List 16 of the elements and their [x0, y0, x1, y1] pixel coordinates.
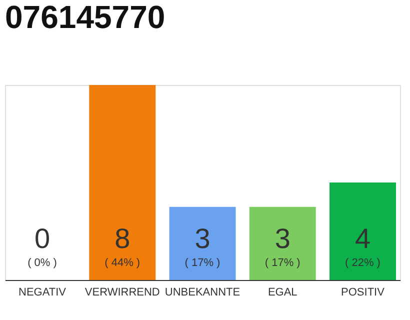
x-tick-label: UNBEKANNTE [164, 286, 240, 298]
chart-title: 076145770 [5, 0, 166, 35]
annotation: ( 0% ) [28, 257, 57, 269]
x-tick-label: NEGATIV [18, 286, 67, 298]
data-label: 3 [274, 223, 290, 254]
data-label: 0 [34, 223, 50, 254]
annotation: ( 44% ) [104, 257, 140, 269]
data-label: 4 [354, 223, 371, 254]
annotation: ( 17% ) [264, 257, 300, 269]
data-label: 8 [114, 223, 130, 254]
data-label: 3 [194, 223, 210, 254]
annotation: ( 17% ) [184, 257, 220, 269]
x-tick-label: EGAL [268, 286, 298, 298]
x-tick-label: VERWIRREND [84, 286, 160, 298]
x-tick-label: POSITIV [341, 286, 386, 298]
annotation: ( 22% ) [345, 257, 380, 269]
